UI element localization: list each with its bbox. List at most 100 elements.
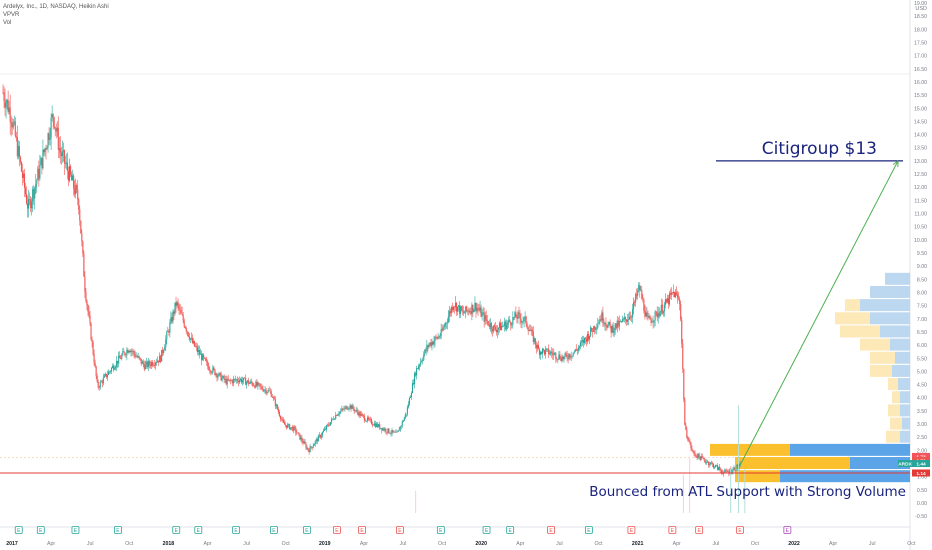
candle-body [217, 375, 219, 378]
candle-body [23, 173, 26, 188]
x-tick-label: Oct [907, 541, 916, 547]
earnings-marker[interactable] [695, 526, 704, 534]
candle-body [540, 351, 543, 354]
y-tick-label: 12.50 [914, 172, 927, 178]
candle-body [170, 317, 172, 323]
candle-body [480, 307, 482, 317]
candle-body [615, 323, 617, 329]
candle-body [55, 128, 57, 132]
candle-body [184, 326, 186, 329]
candle-body [523, 317, 525, 322]
y-tick-label: 3.50 [917, 409, 927, 415]
candle-body [398, 430, 400, 431]
candle-body [655, 311, 657, 313]
candle-body [251, 381, 253, 384]
candle-body [199, 350, 201, 355]
candle-body [128, 350, 130, 353]
earnings-marker[interactable] [627, 526, 636, 534]
earnings-marker[interactable] [482, 526, 491, 534]
candle-body [182, 314, 184, 321]
candle-body [698, 453, 700, 457]
earnings-marker[interactable] [269, 526, 278, 534]
y-tick-label: 5.00 [917, 369, 927, 375]
volume-profile-bar-down [710, 443, 790, 456]
candle-body [465, 306, 467, 313]
volume-profile-bar-up [880, 325, 910, 338]
earnings-marker[interactable] [14, 526, 23, 534]
earnings-marker[interactable] [332, 526, 341, 534]
volume-profile-bar-up [890, 338, 910, 351]
candle-body [514, 312, 516, 318]
candle-body [42, 149, 44, 169]
x-tick-label: Jul [400, 541, 407, 547]
candle-body [291, 427, 293, 428]
candle-body [271, 396, 273, 398]
candle-body [215, 373, 217, 375]
earnings-marker[interactable] [172, 526, 181, 534]
candle-body [453, 306, 456, 308]
earnings-marker[interactable] [395, 526, 404, 534]
candle-body [677, 294, 679, 299]
earnings-marker[interactable] [436, 526, 445, 534]
candle-body [643, 299, 645, 312]
earnings-marker[interactable] [506, 526, 515, 534]
candle-body [363, 415, 365, 421]
candle-body [607, 324, 609, 328]
earnings-marker[interactable] [668, 526, 677, 534]
candle-body [315, 439, 317, 442]
target-annotation[interactable]: Citigroup $13 [762, 139, 877, 159]
earnings-marker[interactable] [736, 526, 744, 534]
earnings-marker[interactable] [194, 526, 203, 534]
candle-body [392, 430, 394, 433]
indicator-vol[interactable]: Vol [3, 20, 12, 26]
x-tick-label: Apr [360, 541, 368, 547]
candle-body [633, 301, 635, 310]
candle-body [518, 312, 520, 314]
candle-body [73, 175, 75, 189]
candle-body [662, 311, 664, 314]
indicator-vpvr[interactable]: VPVR [3, 12, 20, 18]
candle-body [115, 366, 117, 369]
earnings-marker[interactable] [114, 526, 122, 534]
candle-body [692, 450, 694, 452]
candle-body [663, 304, 665, 312]
candle-body [146, 361, 148, 367]
earnings-marker[interactable] [232, 526, 241, 534]
candle-body [665, 299, 667, 303]
candle-body [323, 428, 326, 431]
candle-body [468, 310, 470, 313]
candle-body [189, 338, 191, 340]
candle-body [89, 315, 91, 324]
candle-body [167, 330, 169, 332]
candle-body [144, 364, 146, 370]
candle-body [293, 426, 295, 431]
earnings-marker[interactable] [303, 526, 311, 534]
candle-body [235, 379, 237, 381]
earnings-marker[interactable] [547, 526, 555, 534]
candle-body [695, 455, 697, 457]
earnings-marker-label: E [587, 528, 591, 534]
earnings-marker-label: E [305, 528, 309, 534]
candle-body [86, 300, 88, 306]
candle-body [4, 101, 6, 108]
candle-body [334, 418, 336, 420]
candle-body [243, 377, 245, 381]
support-annotation[interactable]: Bounced from ATL Support with Strong Vol… [589, 484, 906, 500]
x-tick-label: Jul [87, 541, 94, 547]
x-tick-label: 2017 [6, 541, 18, 547]
candle-body [594, 326, 596, 330]
earnings-marker[interactable] [783, 526, 792, 534]
x-tick-label: Apr [47, 541, 55, 547]
earnings-marker[interactable] [71, 526, 80, 534]
candle-body [268, 390, 270, 391]
candle-body [5, 102, 7, 108]
earnings-marker[interactable] [358, 526, 367, 534]
earnings-marker[interactable] [36, 526, 45, 534]
earnings-marker[interactable] [585, 526, 593, 534]
candle-body [521, 321, 523, 323]
projection-arrow-line[interactable] [739, 160, 899, 466]
candle-body [264, 389, 266, 391]
candle-body [166, 331, 168, 340]
candle-body [492, 325, 494, 332]
